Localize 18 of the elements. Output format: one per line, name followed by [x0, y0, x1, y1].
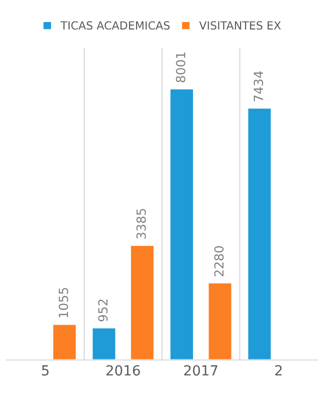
- x-tick-label: 5: [42, 365, 49, 376]
- bar: [91, 327, 117, 360]
- bar: [169, 88, 194, 360]
- data-label: 2280: [214, 246, 224, 276]
- data-label: 1055: [58, 288, 68, 318]
- bar: [52, 324, 78, 360]
- bar: [130, 244, 155, 360]
- legend-label: VISITANTES EX: [199, 21, 281, 30]
- bar: [246, 107, 272, 360]
- legend-label: TICAS ACADEMICAS: [60, 21, 170, 30]
- data-label: 3385: [136, 208, 146, 239]
- data-label: 8001: [176, 52, 186, 82]
- x-tick-label: 2: [275, 365, 282, 376]
- data-label: 7434: [254, 71, 264, 102]
- bar: [207, 282, 233, 360]
- data-label: 952: [98, 300, 108, 322]
- x-tick-label: 2016: [106, 365, 140, 376]
- x-tick-label: 2017: [184, 365, 218, 376]
